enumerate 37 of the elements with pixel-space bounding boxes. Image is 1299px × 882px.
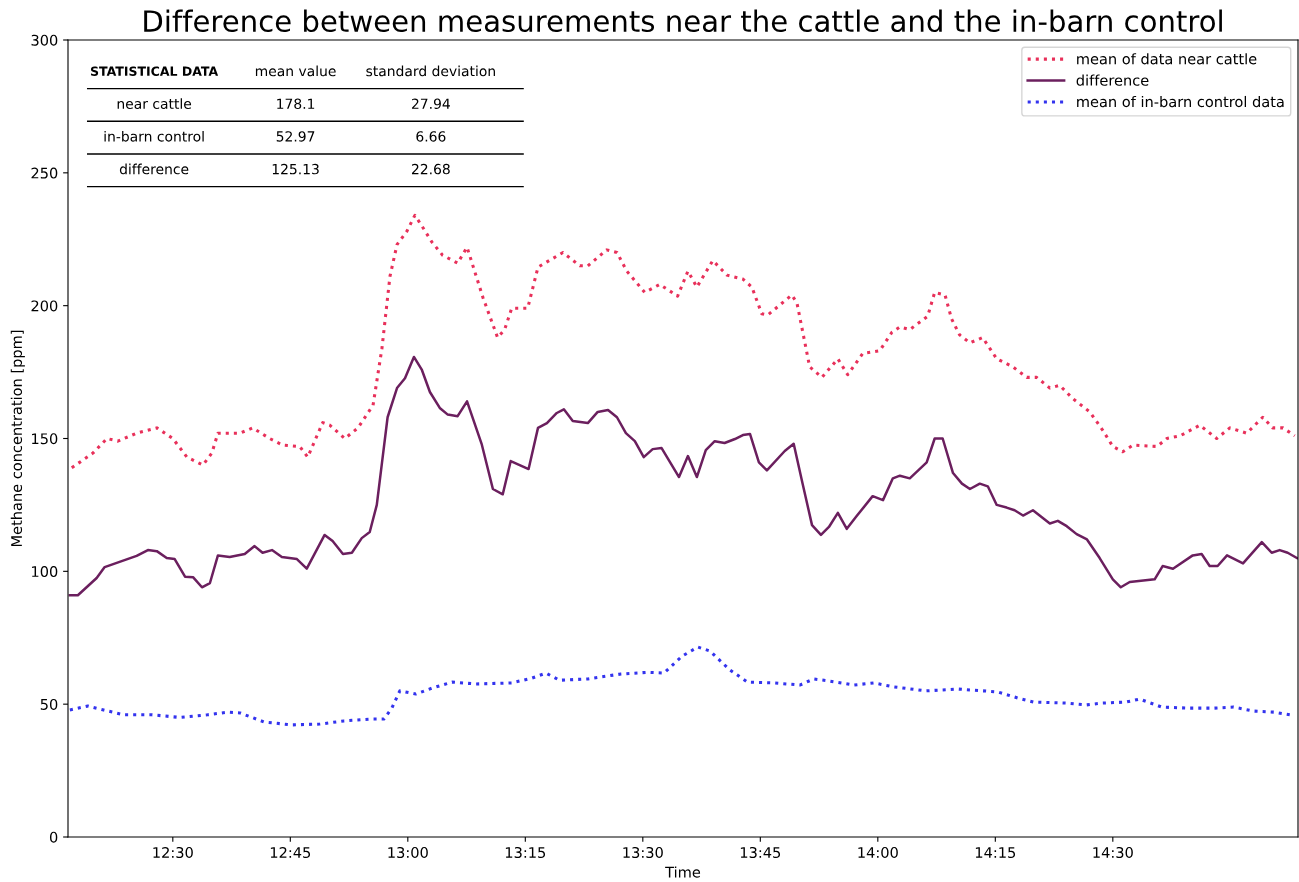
y-tick-label: 200 [31, 300, 58, 312]
annotation: STATISTICAL DATA [90, 66, 219, 76]
annotation: 6.66 [416, 131, 446, 142]
line-series [68, 645, 1292, 727]
x-tick-label: 12:45 [270, 846, 311, 859]
annotation: difference [119, 163, 189, 175]
y-tick-label: 300 [31, 34, 58, 46]
annotation: standard deviation [366, 65, 495, 77]
y-axis-title: Methane concentration [ppm] [10, 330, 25, 547]
annotation: near cattle [117, 98, 192, 109]
x-tick-label: 13:30 [623, 846, 663, 859]
legend-label: mean of data near cattle [1077, 53, 1257, 65]
x-tick-label: 13:15 [505, 846, 546, 859]
x-tick-label: 14:30 [1093, 846, 1133, 859]
chart-title: Difference between measurements near the cattle and the in-barn control [144, 9, 1222, 33]
annotation: mean value [255, 65, 336, 77]
x-tick-label: 13:00 [388, 846, 428, 859]
line-series [70, 213, 1297, 470]
x-tick-label: 13:45 [740, 846, 781, 859]
y-tick-label: 150 [32, 433, 58, 445]
annotation: 52.97 [276, 131, 315, 142]
line-series [68, 355, 1298, 597]
y-tick-label: 50 [40, 698, 58, 710]
legend-label: difference [1076, 74, 1149, 86]
y-tick-label: 250 [31, 167, 58, 179]
annotation: in-barn control [104, 130, 204, 142]
x-axis-title: Time [665, 866, 701, 878]
annotation: 22.68 [411, 163, 450, 175]
x-tick-label: 14:15 [975, 847, 1016, 859]
x-tick-label: 12:30 [153, 846, 193, 859]
y-tick-label: 0 [49, 831, 58, 843]
annotation: 178.1 [277, 98, 315, 109]
annotation: 27.94 [411, 98, 450, 109]
annotation: 125.13 [272, 163, 319, 175]
x-tick-label: 14:00 [858, 846, 898, 859]
y-tick-label: 100 [32, 566, 58, 578]
legend-label: mean of in-barn control data [1077, 95, 1284, 108]
